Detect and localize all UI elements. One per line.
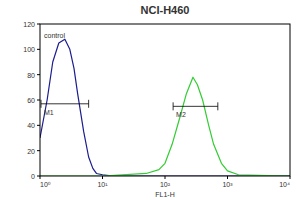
y-tick-label: 80 [27, 72, 35, 79]
y-tick-label: 40 [27, 122, 35, 129]
plot-area [40, 39, 290, 176]
histogram-line [40, 39, 290, 176]
gate-marker [173, 102, 218, 110]
x-tick-label: 10⁴ [279, 181, 290, 188]
x-tick-label: 10² [160, 181, 171, 188]
title: NCI-H460 [141, 4, 190, 16]
y-tick-label: 20 [27, 148, 35, 155]
x-tick-label: 10⁰ [40, 181, 51, 188]
gate-marker [41, 100, 89, 108]
chart: NCI-H460 0 20 40 60 80 100 120 10⁰ 10¹ 10² 10³ 10⁴ FL… [0, 0, 300, 200]
gate-label: M1 [44, 109, 54, 116]
plot-frame [40, 24, 290, 176]
series-label: control [44, 32, 65, 39]
y-tick-label: 100 [23, 46, 35, 53]
y-tick-label: 120 [23, 21, 35, 28]
y-tick-label: 60 [27, 97, 35, 104]
x-tick-label: 10¹ [97, 181, 108, 188]
histogram-line [40, 77, 290, 176]
x-axis-label: FL1-H [155, 191, 174, 198]
x-tick-label: 10³ [222, 181, 233, 188]
y-tick-label: 0 [31, 173, 35, 180]
gate-label: M2 [176, 111, 186, 118]
